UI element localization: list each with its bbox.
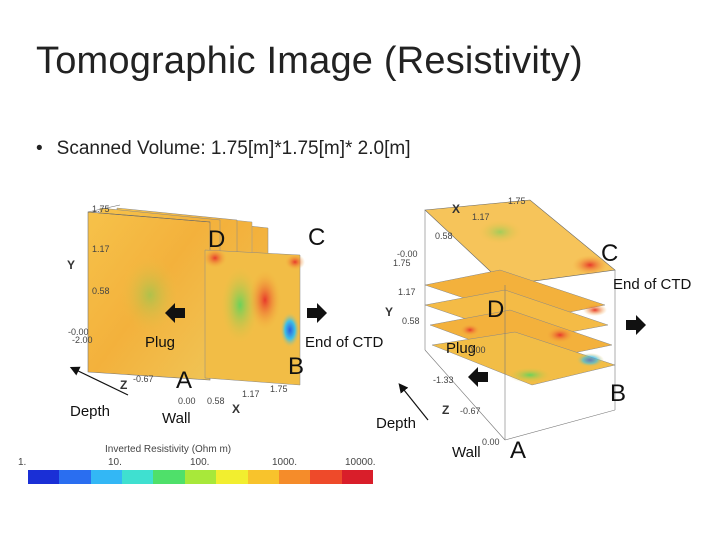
- right-tick-y-175: 1.75: [393, 258, 411, 268]
- slide-title: Tomographic Image (Resistivity): [36, 40, 583, 82]
- right-tick-mid-000: 0.00: [468, 345, 486, 355]
- colorbar-swatch: [28, 470, 60, 484]
- colorbar-tick: 100.: [190, 457, 210, 468]
- right-plug-arrow: [468, 367, 488, 387]
- colorbar-swatch: [153, 470, 185, 484]
- left-tick-z-200: -2.00: [72, 335, 93, 345]
- left-wall-label: Wall: [162, 410, 191, 427]
- colorbar-swatch: [216, 470, 248, 484]
- right-axis-y: Y: [385, 305, 394, 319]
- right-tick-x-058: 0.58: [435, 231, 453, 241]
- right-plug-label: Plug: [446, 340, 477, 357]
- right-tomogram: [424, 199, 616, 441]
- scanned-volume-text: Scanned Volume: 1.75[m]*1.75[m]* 2.0[m]: [56, 138, 411, 159]
- right-tick-z-000: 0.00: [482, 437, 500, 447]
- bullet-item: • Scanned Volume: 1.75[m]*1.75[m]* 2.0[m]: [36, 138, 410, 160]
- right-tick-z-067: -0.67: [460, 406, 481, 416]
- left-label-C: C: [308, 224, 326, 251]
- left-tick-x-117: 1.17: [242, 389, 260, 399]
- right-end-arrow: [626, 315, 646, 335]
- left-label-D: D: [208, 226, 226, 253]
- right-tick-x-175: 1.75: [508, 196, 526, 206]
- right-axis-x: X: [452, 202, 461, 216]
- left-tick-y-175: 1.75: [92, 204, 110, 214]
- right-label-B: B: [610, 380, 627, 407]
- colorbar-swatch: [184, 470, 217, 484]
- left-tomogram: [87, 204, 305, 386]
- left-end-of-ctd-label: End of CTD: [305, 334, 384, 351]
- right-tick-y-117: 1.17: [398, 287, 416, 297]
- left-tick-x-000: 0.00: [178, 396, 196, 406]
- left-axis-z: Z: [120, 378, 128, 392]
- colorbar-swatch: [278, 470, 311, 484]
- colorbar-swatch: [310, 470, 342, 484]
- left-tick-y-117: 1.17: [92, 244, 110, 254]
- left-depth-label: Depth: [70, 403, 111, 420]
- left-plug-label: Plug: [145, 334, 176, 351]
- right-label-D: D: [487, 296, 505, 323]
- left-tick-y-000: -0.00: [68, 327, 89, 337]
- left-tick-y-058: 0.58: [92, 286, 110, 296]
- right-label-C: C: [601, 240, 619, 267]
- right-label-A: A: [510, 437, 527, 464]
- colorbar-tick: 10000.: [345, 457, 376, 468]
- left-depth-arrow: [69, 366, 129, 396]
- right-end-of-ctd-label: End of CTD: [613, 276, 692, 293]
- left-label-B: B: [288, 353, 305, 380]
- colorbar: [28, 470, 373, 484]
- left-plug-arrow: [165, 303, 185, 323]
- bullet-marker: •: [36, 138, 43, 159]
- right-tick-z-133: -1.33: [433, 375, 454, 385]
- colorbar-swatch: [247, 470, 279, 484]
- right-tick-y-000: -0.00: [397, 249, 418, 259]
- left-end-arrow: [307, 303, 327, 323]
- right-tick-y-058: 0.58: [402, 316, 420, 326]
- left-label-A: A: [176, 367, 193, 394]
- left-tick-x-175: 1.75: [270, 384, 288, 394]
- colorbar-swatch: [90, 470, 123, 484]
- right-depth-arrow: [398, 383, 429, 421]
- left-tick-z-067: -0.67: [133, 374, 154, 384]
- colorbar-tick: 1.: [18, 457, 27, 468]
- right-tick-x-117: 1.17: [472, 212, 490, 222]
- colorbar-title: Inverted Resistivity (Ohm m): [105, 444, 232, 455]
- left-axis-x: X: [232, 402, 241, 416]
- colorbar-swatch: [59, 470, 91, 484]
- colorbar-swatch: [122, 470, 154, 484]
- right-depth-label: Depth: [376, 415, 417, 432]
- right-wall-label: Wall: [452, 444, 481, 461]
- colorbar-tick: 1000.: [272, 457, 298, 468]
- colorbar-swatch: [341, 470, 373, 484]
- right-axis-z: Z: [442, 403, 450, 417]
- left-tick-x-058: 0.58: [207, 396, 225, 406]
- colorbar-tick: 10.: [108, 457, 122, 468]
- left-axis-y: Y: [67, 258, 76, 272]
